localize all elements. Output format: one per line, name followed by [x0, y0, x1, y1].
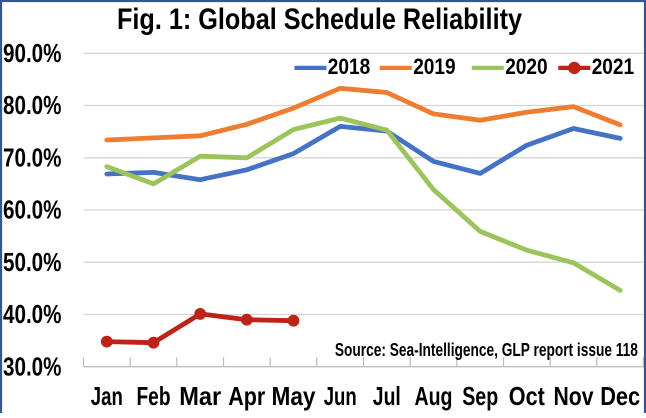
svg-text:80.0%: 80.0% — [3, 90, 62, 120]
svg-text:90.0%: 90.0% — [3, 38, 62, 68]
svg-text:Fig. 1: Global Schedule Reliab: Fig. 1: Global Schedule Reliability — [117, 3, 523, 36]
svg-text:50.0%: 50.0% — [3, 247, 62, 277]
svg-text:Oct: Oct — [509, 381, 545, 411]
svg-text:May: May — [272, 381, 316, 411]
svg-text:Dec: Dec — [600, 381, 640, 411]
svg-text:Source: Sea-Intelligence, GLP: Source: Sea-Intelligence, GLP report iss… — [335, 340, 638, 360]
svg-text:Jul: Jul — [373, 381, 401, 411]
svg-text:Apr: Apr — [228, 381, 265, 411]
svg-text:Sep: Sep — [462, 381, 498, 411]
svg-text:70.0%: 70.0% — [3, 143, 62, 173]
svg-text:2018: 2018 — [328, 54, 371, 79]
svg-text:Aug: Aug — [415, 381, 453, 411]
svg-text:40.0%: 40.0% — [3, 299, 62, 329]
svg-text:60.0%: 60.0% — [3, 195, 62, 225]
svg-text:Nov: Nov — [554, 381, 594, 411]
svg-text:2021: 2021 — [592, 54, 635, 79]
svg-text:Mar: Mar — [179, 381, 221, 411]
svg-text:Jan: Jan — [91, 381, 123, 411]
svg-text:2020: 2020 — [505, 54, 548, 79]
svg-text:30.0%: 30.0% — [3, 351, 62, 381]
svg-text:Jun: Jun — [324, 381, 357, 411]
svg-text:Feb: Feb — [137, 381, 171, 411]
svg-text:2019: 2019 — [413, 54, 456, 79]
